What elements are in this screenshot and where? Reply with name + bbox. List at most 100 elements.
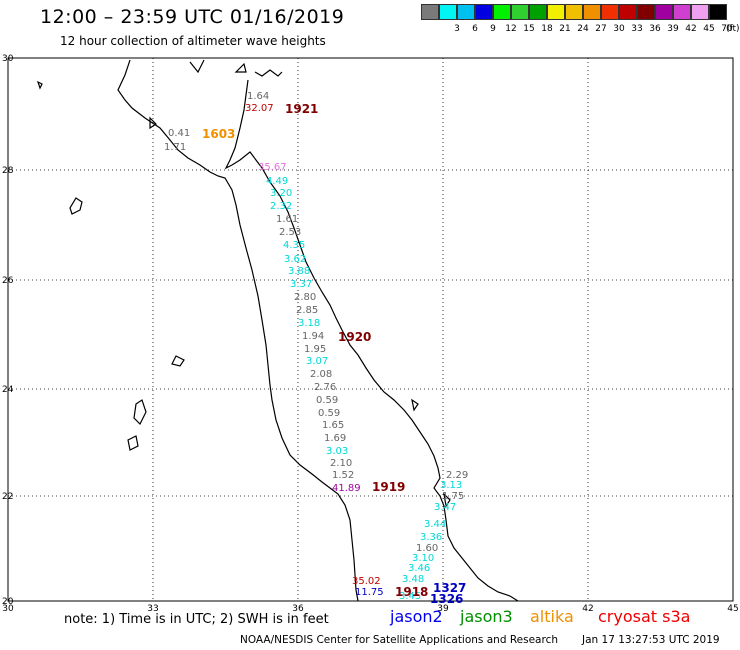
- legend-unit: (ft): [726, 24, 740, 34]
- lat-tick-label: 22: [2, 492, 13, 502]
- units-note: note: 1) Time is in UTC; 2) SWH is in fe…: [64, 612, 329, 627]
- coastline-west: [117, 59, 359, 602]
- legend-swatch: [511, 4, 529, 20]
- pass-number: 1603: [202, 127, 235, 141]
- satellite-name: cryosat s3a: [598, 607, 691, 626]
- island-7: [127, 435, 139, 451]
- swh-measurement: 0.59: [318, 408, 340, 419]
- swh-measurement: 1.52: [332, 470, 354, 481]
- swh-measurement: 3.88: [288, 266, 310, 277]
- lat-tick-label: 20: [2, 597, 14, 607]
- swh-measurement: 3.45: [399, 591, 421, 602]
- legend-swatch: [475, 4, 493, 20]
- legend-label: 39: [667, 24, 679, 34]
- legend-label: 6: [472, 24, 478, 34]
- axis-ticks: 30 33 36 39 42 45 30 28 26 24 22 20: [2, 54, 739, 614]
- swh-measurement: 3.10: [412, 553, 434, 564]
- swh-measurement: 1.71: [164, 142, 186, 153]
- island-9: [411, 398, 419, 412]
- swh-measurement: 1.94: [302, 331, 324, 342]
- swh-measurement: 1.61: [276, 214, 298, 225]
- island-8: [443, 492, 451, 508]
- legend-label: 24: [577, 24, 589, 34]
- pass-number: 1918: [395, 585, 428, 599]
- swh-measurement: 1.69: [324, 433, 346, 444]
- swh-measurement: 2.80: [294, 292, 316, 303]
- satellite-name: jason2: [390, 607, 443, 626]
- lat-tick-label: 30: [2, 54, 14, 64]
- legend-swatch: [709, 4, 727, 20]
- lon-tick-label: 42: [582, 604, 593, 614]
- legend-label: 36: [649, 24, 661, 34]
- legend-label: 15: [523, 24, 535, 34]
- graticule: [8, 58, 733, 601]
- swh-measurement: 2.29: [446, 470, 468, 481]
- coastline: [36, 59, 519, 602]
- legend-label: 70: [721, 24, 733, 34]
- swh-measurement: 2.76: [314, 382, 336, 393]
- legend-label: 3: [454, 24, 460, 34]
- legend-label: 27: [595, 24, 607, 34]
- pass-number: 1327: [433, 581, 466, 595]
- legend-swatch: [637, 4, 655, 20]
- lon-tick-label: 45: [727, 604, 738, 614]
- legend-label: 21: [559, 24, 571, 34]
- swh-measurement: 3.62: [284, 254, 306, 265]
- swh-measurement: 35.67: [258, 162, 287, 173]
- swh-measurement: 3.48: [402, 574, 424, 585]
- legend-label: 30: [613, 24, 625, 34]
- lon-tick-label: 36: [292, 604, 304, 614]
- island-1: [69, 197, 83, 215]
- legend-label: 33: [631, 24, 643, 34]
- island-5: [171, 355, 185, 367]
- coastline-east: [224, 79, 519, 602]
- swh-measurement: 2.53: [279, 227, 301, 238]
- swh-measurement: 3.03: [326, 446, 348, 457]
- swh-measurement: 11.75: [355, 587, 384, 598]
- swh-measurement: 2.10: [330, 458, 352, 469]
- lat-tick-label: 28: [2, 166, 14, 176]
- swh-measurement: 41.89: [332, 483, 361, 494]
- lon-tick-label: 39: [437, 604, 449, 614]
- swh-measurement: 4.49: [266, 176, 288, 187]
- legend-swatch: [439, 4, 457, 20]
- swh-measurement: 3.20: [270, 188, 292, 199]
- lat-tick-label: 24: [2, 385, 14, 395]
- legend-swatch: [457, 4, 475, 20]
- satellite-name: jason3: [460, 607, 513, 626]
- swh-measurement: 1.60: [416, 543, 438, 554]
- sinai-outline: [189, 59, 283, 77]
- legend-swatch: [619, 4, 637, 20]
- swh-measurement: 0.41: [168, 128, 190, 139]
- swh-measurement: 2.32: [270, 201, 292, 212]
- swh-measurement: 35.02: [352, 576, 381, 587]
- swh-measurement: 3.13: [440, 480, 462, 491]
- pass-number: 1919: [372, 480, 405, 494]
- lat-tick-label: 26: [2, 276, 14, 286]
- legend-swatch: [691, 4, 709, 20]
- island-4: [149, 116, 157, 130]
- map-frame: [7, 57, 734, 602]
- swh-measurement: 2.85: [296, 305, 318, 316]
- map-title: 12:00 – 23:59 UTC 01/16/2019: [40, 6, 345, 28]
- legend-swatch: [529, 4, 547, 20]
- swh-measurement: 3.18: [298, 318, 320, 329]
- map-subtitle: 12 hour collection of altimeter wave hei…: [60, 34, 326, 48]
- legend-swatch: [601, 4, 619, 20]
- swh-measurement: 0.59: [316, 395, 338, 406]
- footer-agency: NOAA/NESDIS Center for Satellite Applica…: [240, 634, 558, 646]
- swh-measurement: 3.46: [408, 563, 430, 574]
- swh-measurement: 4.35: [283, 240, 305, 251]
- swh-measurement: 3.36: [420, 532, 442, 543]
- swh-measurement: 2.08: [310, 369, 332, 380]
- swh-measurement: 3.07: [306, 356, 328, 367]
- swh-measurement: 1.95: [304, 344, 326, 355]
- island-2: [36, 80, 43, 90]
- island-3: [234, 62, 247, 73]
- swh-measurement: 1.64: [247, 91, 269, 102]
- legend-label: 45: [703, 24, 715, 34]
- island-6: [133, 399, 147, 426]
- lon-tick-label: 30: [2, 604, 14, 614]
